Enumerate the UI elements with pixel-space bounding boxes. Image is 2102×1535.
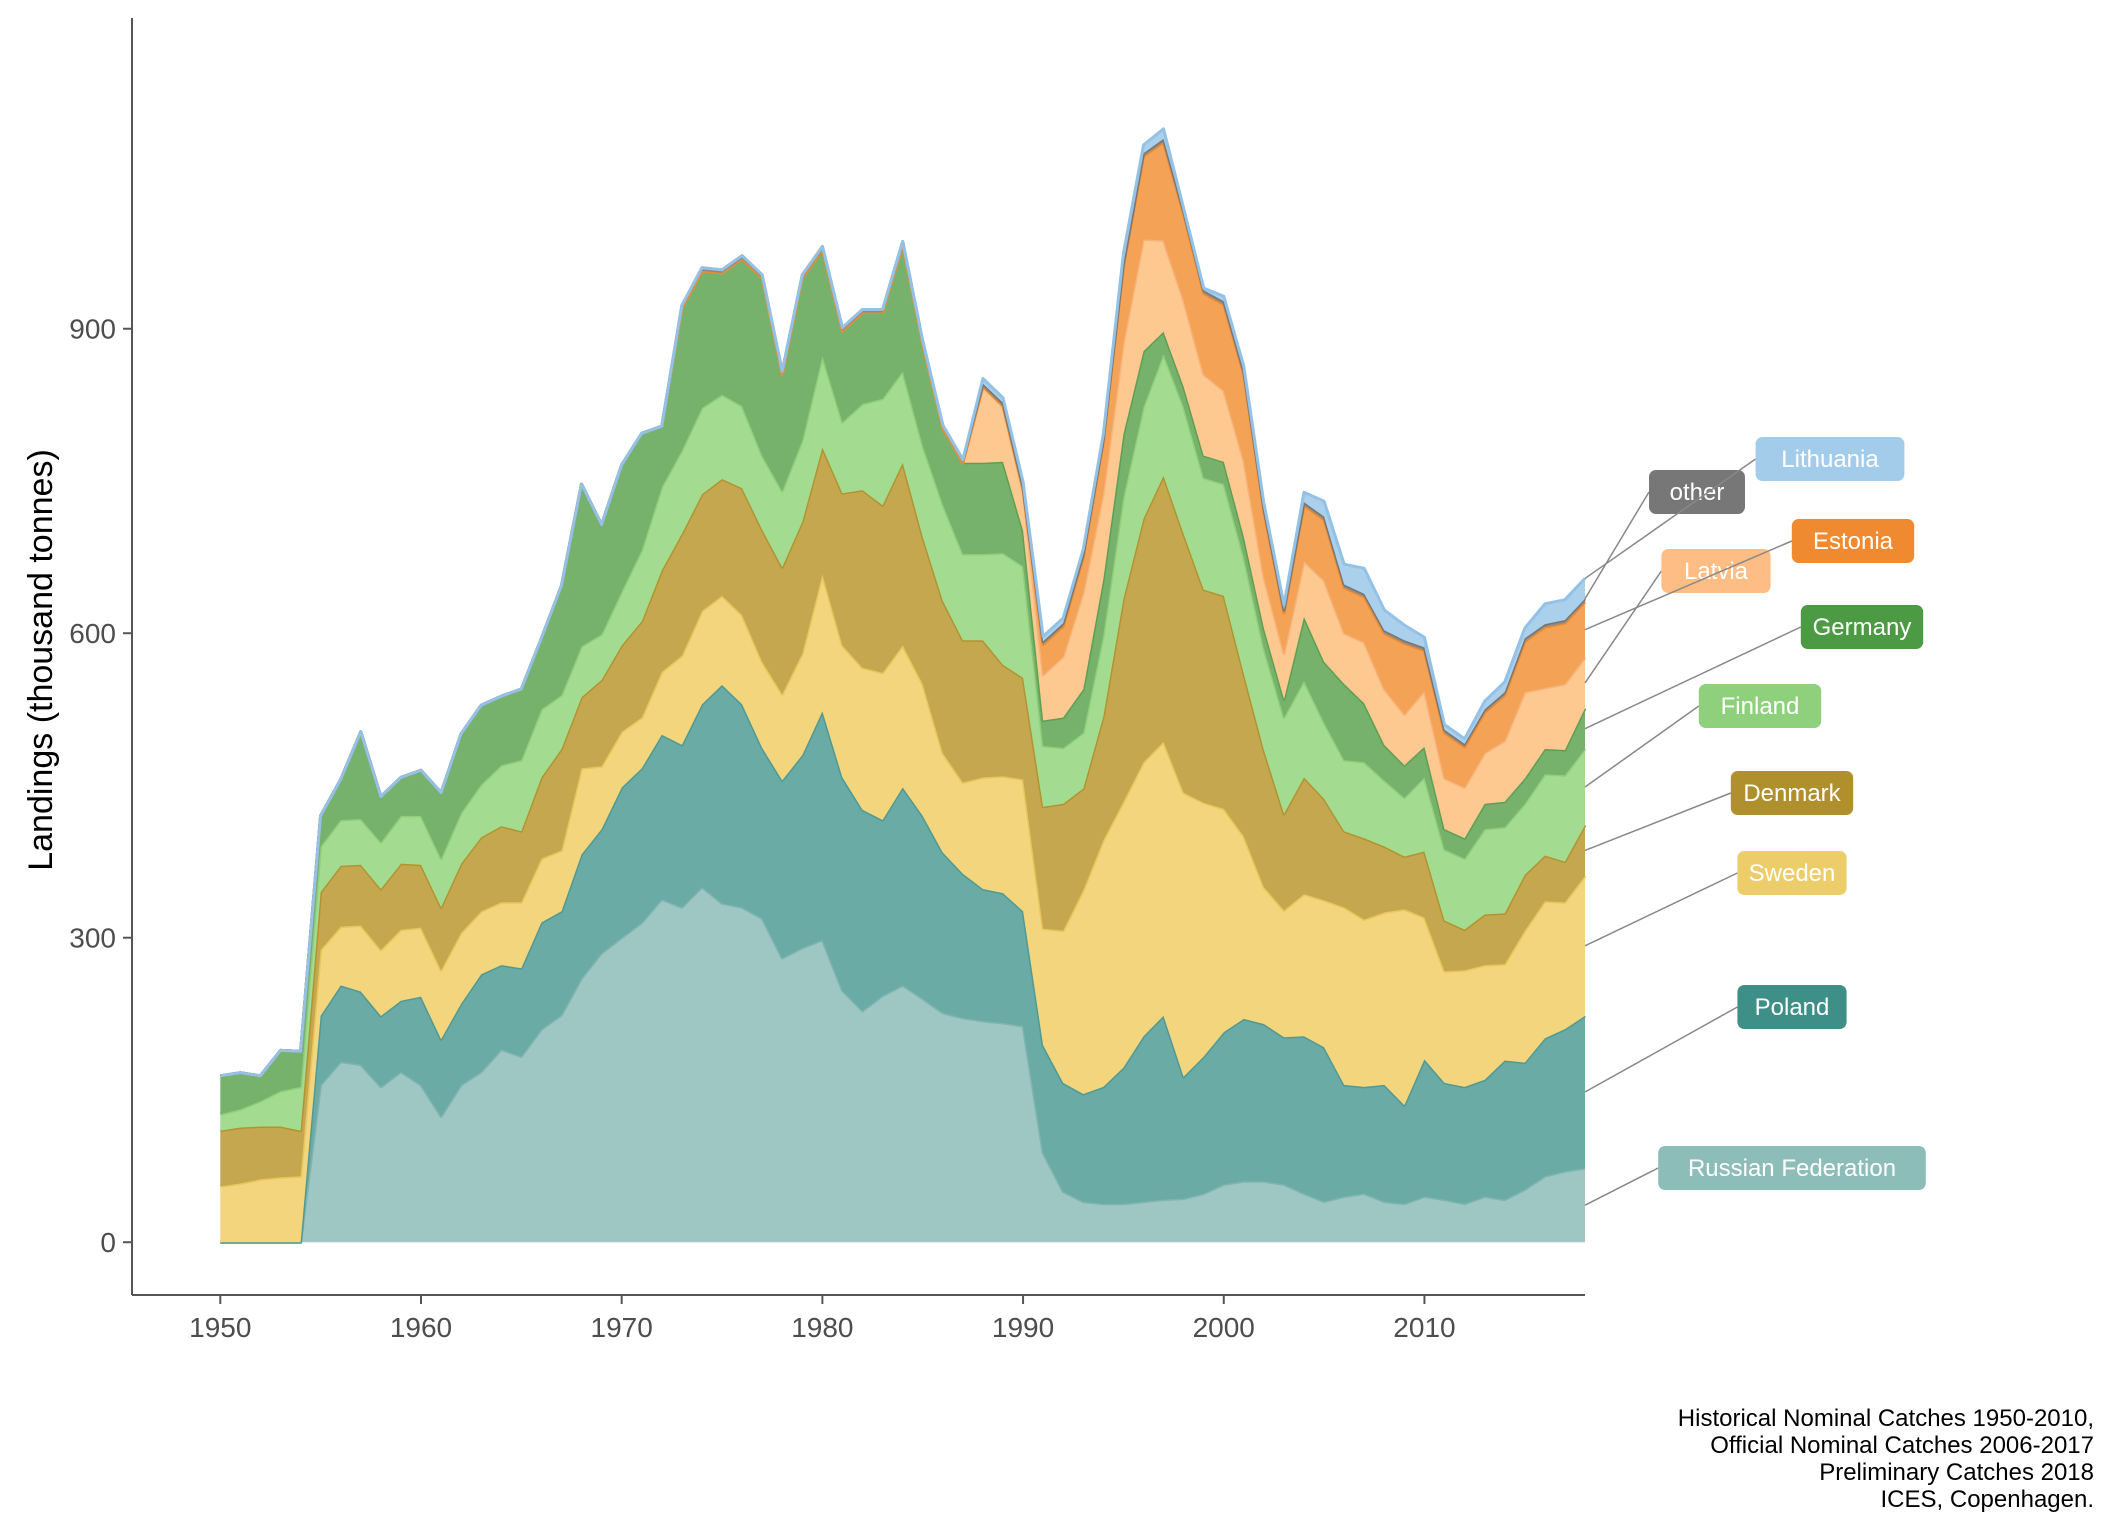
label-box <box>1791 519 1915 563</box>
label-denmark: Denmark <box>1584 771 1854 852</box>
label-leader-line <box>1584 1006 1738 1093</box>
y-tick-label: 900 <box>69 314 116 345</box>
label-box <box>1698 684 1822 728</box>
area-finland <box>220 354 1585 1131</box>
caption-line-3: Preliminary Catches 2018 <box>1819 1459 2094 1486</box>
label-lithuania: Lithuania <box>1584 437 1905 580</box>
label-box <box>1755 437 1905 481</box>
x-tick-label: 1970 <box>591 1312 653 1343</box>
y-tick-label: 600 <box>69 618 116 649</box>
label-text: Estonia <box>1813 528 1894 555</box>
label-leader-line <box>1584 458 1757 580</box>
label-leader-line <box>1584 705 1700 788</box>
label-leader-line <box>1584 626 1802 730</box>
label-box <box>1737 985 1847 1029</box>
label-latvia: Latvia <box>1584 549 1771 684</box>
label-estonia: Estonia <box>1584 519 1915 631</box>
label-sweden: Sweden <box>1584 851 1847 947</box>
area-sweden <box>220 574 1585 1243</box>
label-other: other <box>1584 470 1745 600</box>
label-text: Germany <box>1813 614 1912 641</box>
label-text: Lithuania <box>1781 446 1879 473</box>
caption-line-2: Official Nominal Catches 2006-2017 <box>1710 1432 2094 1459</box>
label-box <box>1658 1146 1926 1190</box>
label-leader-line <box>1584 792 1732 852</box>
area-denmark <box>220 447 1585 1187</box>
label-finland: Finland <box>1584 684 1822 788</box>
area-outline-lithuania <box>220 127 1587 1078</box>
label-leader-line <box>1584 540 1793 631</box>
x-tick-label: 2010 <box>1393 1312 1455 1343</box>
x-ticks: 1950 1960 1970 1980 1990 2000 2010 <box>189 1295 1456 1343</box>
label-text: Denmark <box>1743 780 1841 807</box>
label-box <box>1661 549 1771 593</box>
label-text: Russian Federation <box>1688 1155 1896 1182</box>
x-tick-label: 1990 <box>992 1312 1054 1343</box>
x-tick-label: 1950 <box>189 1312 251 1343</box>
label-russian-federation: Russian Federation <box>1584 1146 1926 1206</box>
area-layers <box>219 127 1587 1244</box>
label-text: Sweden <box>1749 860 1836 887</box>
label-text: other <box>1670 479 1725 506</box>
x-tick-label: 1960 <box>390 1312 452 1343</box>
label-leader-line <box>1584 872 1738 947</box>
label-leader-line <box>1584 1167 1659 1206</box>
area-germany <box>220 244 1585 1115</box>
caption-line-4: ICES, Copenhagen. <box>1880 1486 2094 1513</box>
y-tick-label: 300 <box>69 923 116 954</box>
x-tick-label: 2000 <box>1193 1312 1255 1343</box>
area-russian-federation <box>220 887 1585 1243</box>
y-axis-title: Landings (thousand tonnes) <box>22 449 60 871</box>
label-germany: Germany <box>1584 605 1924 730</box>
x-tick-label: 1980 <box>791 1312 853 1343</box>
y-ticks: 0 300 600 900 <box>69 314 132 1258</box>
label-leader-line <box>1584 570 1663 684</box>
source-caption: Historical Nominal Catches 1950-2010, Of… <box>1678 1405 2094 1513</box>
label-leader-line <box>1584 491 1650 600</box>
label-text: Poland <box>1755 994 1830 1021</box>
label-poland: Poland <box>1584 985 1847 1093</box>
y-tick-label: 0 <box>100 1227 116 1258</box>
label-box <box>1737 851 1847 895</box>
label-text: Finland <box>1721 693 1800 720</box>
label-box <box>1800 605 1924 649</box>
label-text: Latvia <box>1684 558 1749 585</box>
area-labels: Russian Federation Poland Sweden Denmark Fin… <box>1584 437 1926 1206</box>
area-poland <box>220 685 1585 1243</box>
caption-line-1: Historical Nominal Catches 1950-2010, <box>1677 1405 2094 1432</box>
label-box <box>1730 771 1854 815</box>
label-box <box>1649 470 1745 514</box>
